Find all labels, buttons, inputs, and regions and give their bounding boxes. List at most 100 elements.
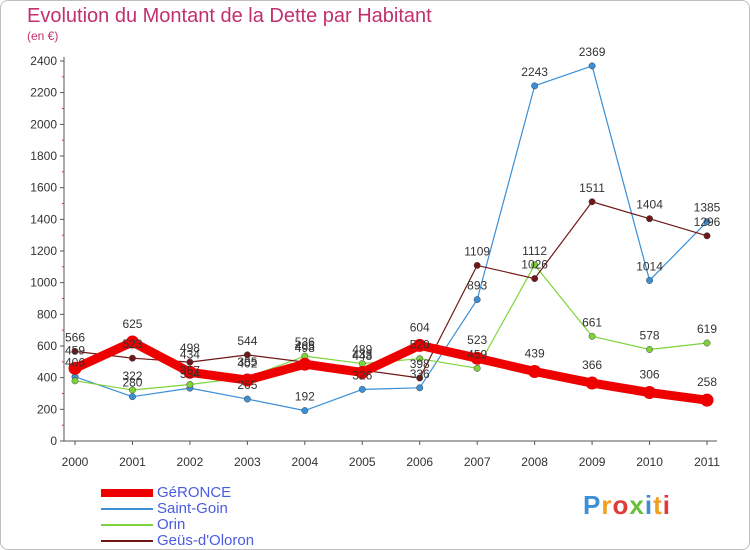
logo-letter: i bbox=[644, 490, 654, 520]
data-label: 893 bbox=[467, 279, 487, 293]
data-point bbox=[470, 351, 484, 365]
x-tick-label: 2011 bbox=[694, 455, 720, 469]
data-label: 439 bbox=[525, 346, 545, 360]
series-line-0 bbox=[70, 337, 712, 405]
data-point bbox=[243, 351, 251, 359]
data-point bbox=[186, 358, 194, 366]
y-tick-label: 2400 bbox=[30, 54, 57, 68]
legend-swatch bbox=[101, 508, 153, 510]
data-point bbox=[129, 386, 136, 394]
data-label: 192 bbox=[295, 390, 315, 404]
data-label: 326 bbox=[352, 368, 372, 382]
x-tick-label: 2008 bbox=[521, 455, 548, 469]
logo-letter: i bbox=[662, 490, 671, 520]
data-point bbox=[71, 347, 79, 355]
data-point bbox=[473, 364, 481, 372]
data-point bbox=[703, 339, 711, 347]
data-point bbox=[243, 395, 251, 403]
data-label: 1296 bbox=[694, 215, 721, 229]
data-point bbox=[358, 385, 366, 393]
data-point bbox=[125, 335, 139, 349]
legend-swatch bbox=[101, 524, 153, 526]
data-point bbox=[646, 277, 653, 284]
data-label: 1404 bbox=[636, 198, 663, 212]
data-point bbox=[186, 381, 194, 388]
chart-title: Evolution du Montant de la Dette par Hab… bbox=[27, 5, 432, 27]
data-point bbox=[531, 275, 539, 282]
y-tick-label: 800 bbox=[37, 307, 57, 321]
data-label: 2369 bbox=[579, 45, 606, 59]
data-label: 357 bbox=[180, 363, 200, 377]
data-point bbox=[413, 338, 427, 352]
data-label: 625 bbox=[122, 317, 142, 331]
data-point bbox=[416, 355, 424, 363]
y-tick-label: 1200 bbox=[30, 244, 57, 258]
data-label: 1385 bbox=[694, 201, 721, 215]
y-tick-label: 200 bbox=[37, 402, 57, 416]
y-tick-label: 1600 bbox=[30, 181, 57, 195]
data-point bbox=[703, 232, 711, 240]
data-label: 604 bbox=[410, 320, 430, 334]
x-tick-label: 2000 bbox=[62, 455, 89, 469]
data-label: 448 bbox=[352, 349, 372, 363]
data-label: 334 bbox=[180, 367, 200, 381]
data-point bbox=[585, 376, 599, 390]
data-label: 498 bbox=[295, 341, 315, 355]
data-label: 485 bbox=[295, 339, 315, 353]
data-label: 619 bbox=[697, 322, 717, 336]
legend-label: Geüs-d'Oloron bbox=[157, 532, 255, 549]
series-line-1 bbox=[74, 65, 708, 412]
data-point bbox=[129, 354, 136, 362]
y-tick-label: 400 bbox=[37, 371, 57, 385]
logo-letter: x bbox=[629, 490, 645, 520]
data-point bbox=[646, 346, 653, 353]
data-point bbox=[588, 198, 596, 206]
legend-label: Orin bbox=[157, 516, 186, 533]
logo-letter: t bbox=[653, 490, 663, 520]
data-point bbox=[416, 374, 424, 382]
data-label: 385 bbox=[237, 355, 257, 369]
data-label: 336 bbox=[410, 367, 430, 381]
data-label: 1112 bbox=[522, 244, 547, 258]
data-point bbox=[531, 82, 539, 90]
data-label: 1511 bbox=[579, 181, 605, 195]
data-label: 489 bbox=[352, 343, 372, 357]
data-label: 459 bbox=[467, 347, 487, 361]
x-tick-label: 2001 bbox=[119, 455, 146, 469]
data-point bbox=[301, 407, 309, 415]
data-label: 498 bbox=[180, 341, 200, 355]
x-tick-label: 2002 bbox=[177, 455, 204, 469]
data-point bbox=[355, 365, 369, 379]
data-label: 1026 bbox=[521, 258, 548, 272]
data-label: 1014 bbox=[636, 259, 663, 273]
data-point bbox=[643, 386, 657, 400]
data-label: 406 bbox=[65, 356, 85, 370]
x-tick-label: 2004 bbox=[291, 455, 318, 469]
y-tick-label: 2000 bbox=[30, 117, 57, 131]
data-point bbox=[700, 393, 714, 407]
data-point bbox=[240, 373, 254, 387]
data-point bbox=[531, 261, 539, 269]
data-label: 280 bbox=[122, 376, 142, 390]
data-label: 265 bbox=[237, 378, 257, 392]
logo-letter: o bbox=[612, 490, 630, 520]
data-point bbox=[703, 218, 711, 226]
x-tick-label: 2010 bbox=[636, 455, 663, 469]
data-point bbox=[646, 215, 653, 223]
y-tick-label: 1800 bbox=[30, 149, 57, 163]
data-label: 258 bbox=[697, 375, 717, 389]
data-point bbox=[528, 364, 542, 378]
legend-swatch bbox=[101, 489, 153, 497]
data-point bbox=[588, 62, 596, 70]
logo-letter: P bbox=[583, 490, 602, 520]
data-label: 398 bbox=[410, 357, 430, 371]
data-label: 566 bbox=[65, 330, 85, 344]
data-point bbox=[473, 296, 481, 304]
data-label: 523 bbox=[467, 333, 487, 347]
y-tick-label: 600 bbox=[37, 339, 57, 353]
y-tick-label: 2200 bbox=[30, 86, 57, 100]
data-label: 661 bbox=[582, 315, 602, 329]
data-label: 523 bbox=[122, 337, 142, 351]
series-line-3 bbox=[74, 201, 708, 379]
